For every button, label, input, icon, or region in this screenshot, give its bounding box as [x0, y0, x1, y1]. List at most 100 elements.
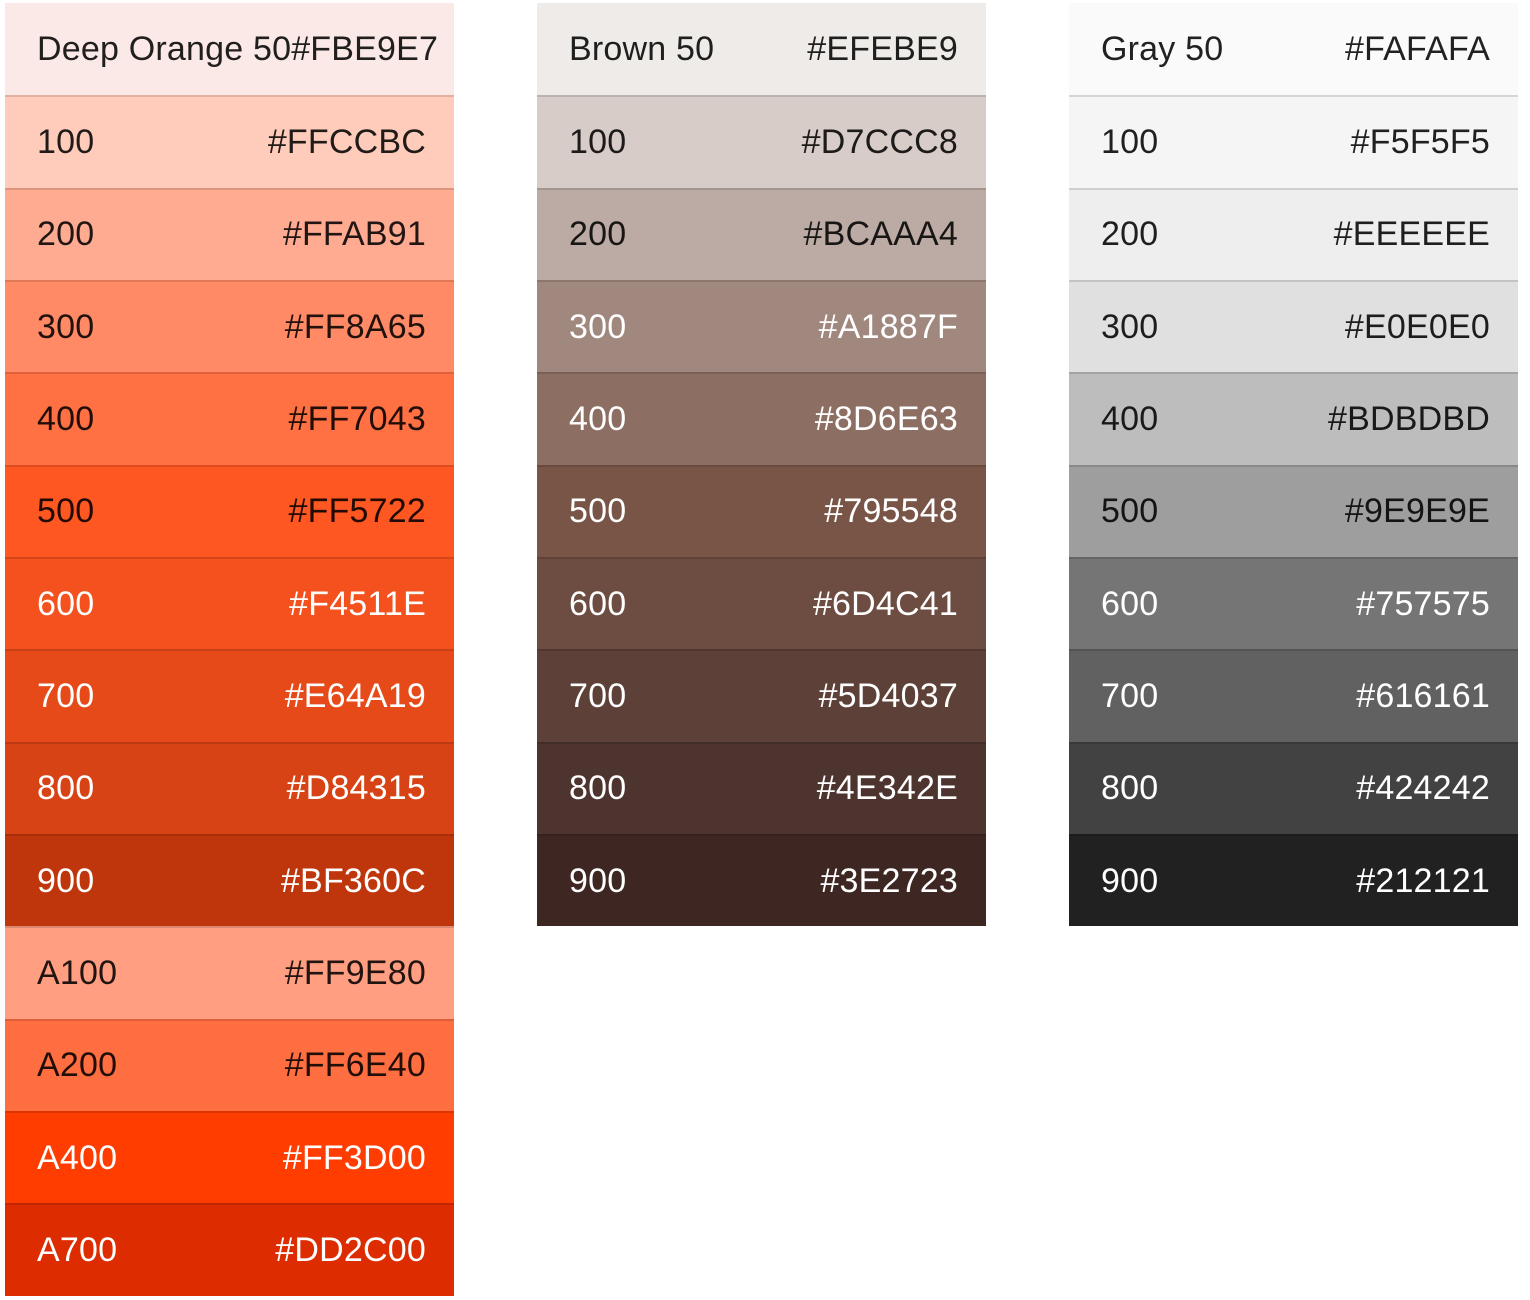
swatch-gray-900[interactable]: 900 #212121 — [1069, 834, 1518, 927]
swatch-deep-orange-900[interactable]: 900 #BF360C — [5, 834, 454, 927]
swatch-brown-700[interactable]: 700 #5D4037 — [537, 649, 986, 742]
swatch-hex-value: #424242 — [1356, 769, 1490, 808]
swatch-hex-value: #616161 — [1356, 677, 1490, 716]
swatch-hex-value: #4E342E — [816, 769, 958, 808]
swatch-label: Deep Orange 50 — [37, 29, 292, 68]
swatch-label: 300 — [569, 307, 627, 346]
swatch-label: 800 — [569, 769, 627, 808]
swatch-deep-orange-700[interactable]: 700 #E64A19 — [5, 649, 454, 742]
swatch-label: 900 — [569, 861, 627, 900]
swatch-brown-300[interactable]: 300 #A1887F — [537, 280, 986, 373]
swatch-hex-value: #BF360C — [280, 861, 426, 900]
swatch-brown-800[interactable]: 800 #4E342E — [537, 741, 986, 835]
swatch-label: 400 — [569, 400, 627, 439]
swatch-deep-orange-100[interactable]: 100 #FFCCBC — [5, 95, 454, 188]
swatch-label: 100 — [37, 123, 95, 162]
swatch-label: A100 — [37, 954, 118, 993]
swatch-brown-500[interactable]: 500 #795548 — [537, 464, 986, 558]
swatch-label: Brown 50 — [569, 29, 715, 68]
swatch-gray-800[interactable]: 800 #424242 — [1069, 741, 1518, 835]
swatch-deep-orange-a200[interactable]: A200 #FF6E40 — [5, 1018, 454, 1112]
swatch-label: 900 — [1101, 861, 1159, 900]
swatch-label: 400 — [1101, 400, 1159, 439]
swatch-label: 700 — [569, 677, 627, 716]
swatch-hex-value: #FF3D00 — [282, 1138, 426, 1177]
swatch-hex-value: #EFEBE9 — [807, 29, 958, 68]
swatch-hex-value: #BCAAA4 — [803, 215, 958, 254]
swatch-label: 500 — [37, 492, 95, 531]
swatch-hex-value: #212121 — [1356, 861, 1490, 900]
swatch-deep-orange-a400[interactable]: A400 #FF3D00 — [5, 1111, 454, 1204]
swatch-hex-value: #D7CCC8 — [801, 123, 958, 162]
swatch-hex-value: #757575 — [1356, 584, 1490, 623]
swatch-gray-500[interactable]: 500 #9E9E9E — [1069, 464, 1518, 558]
swatch-hex-value: #FAFAFA — [1344, 29, 1490, 68]
swatch-label: A700 — [37, 1231, 118, 1270]
swatch-hex-value: #A1887F — [818, 307, 958, 346]
swatch-deep-orange-500[interactable]: 500 #FF5722 — [5, 464, 454, 558]
swatch-hex-value: #8D6E63 — [814, 400, 958, 439]
swatch-brown-400[interactable]: 400 #8D6E63 — [537, 372, 986, 465]
swatch-label: A200 — [37, 1046, 118, 1085]
swatch-brown-100[interactable]: 100 #D7CCC8 — [537, 95, 986, 188]
swatch-hex-value: #FBE9E7 — [291, 29, 439, 68]
swatch-deep-orange-a700[interactable]: A700 #DD2C00 — [5, 1203, 454, 1296]
swatch-gray-400[interactable]: 400 #BDBDBD — [1069, 372, 1518, 465]
swatch-label: 700 — [37, 677, 95, 716]
swatch-deep-orange-a100[interactable]: A100 #FF9E80 — [5, 926, 454, 1019]
swatch-label: 200 — [569, 215, 627, 254]
palette-column-brown: Brown 50 #EFEBE9 100 #D7CCC8 200 #BCAAA4 300 #A… — [537, 3, 986, 927]
swatch-label: 200 — [37, 215, 95, 254]
swatch-hex-value: #E0E0E0 — [1344, 307, 1490, 346]
swatch-brown-200[interactable]: 200 #BCAAA4 — [537, 187, 986, 281]
swatch-label: A400 — [37, 1138, 118, 1177]
swatch-deep-orange-800[interactable]: 800 #D84315 — [5, 741, 454, 835]
swatch-hex-value: #FFAB91 — [282, 215, 426, 254]
swatch-deep-orange-400[interactable]: 400 #FF7043 — [5, 372, 454, 465]
swatch-hex-value: #5D4037 — [818, 677, 958, 716]
swatch-hex-value: #FF9E80 — [284, 954, 426, 993]
palette-column-gray: Gray 50 #FAFAFA 100 #F5F5F5 200 #EEEEEE 300 #E0… — [1069, 3, 1518, 927]
swatch-deep-orange-600[interactable]: 600 #F4511E — [5, 557, 454, 650]
swatch-deep-orange-200[interactable]: 200 #FFAB91 — [5, 187, 454, 281]
swatch-gray-50[interactable]: Gray 50 #FAFAFA — [1069, 3, 1518, 96]
swatch-label: 700 — [1101, 677, 1159, 716]
swatch-hex-value: #DD2C00 — [275, 1231, 426, 1270]
swatch-label: 900 — [37, 861, 95, 900]
swatch-hex-value: #FF7043 — [288, 400, 426, 439]
swatch-hex-value: #E64A19 — [284, 677, 426, 716]
swatch-hex-value: #FF8A65 — [284, 307, 426, 346]
swatch-label: 800 — [1101, 769, 1159, 808]
swatch-label: 500 — [1101, 492, 1159, 531]
swatch-label: Gray 50 — [1101, 29, 1224, 68]
swatch-hex-value: #795548 — [824, 492, 958, 531]
swatch-deep-orange-50[interactable]: Deep Orange 50 #FBE9E7 — [5, 3, 454, 96]
swatch-label: 600 — [1101, 584, 1159, 623]
swatch-label: 800 — [37, 769, 95, 808]
swatch-gray-100[interactable]: 100 #F5F5F5 — [1069, 95, 1518, 188]
swatch-brown-900[interactable]: 900 #3E2723 — [537, 834, 986, 927]
swatch-label: 600 — [37, 584, 95, 623]
swatch-label: 600 — [569, 584, 627, 623]
swatch-hex-value: #FF6E40 — [284, 1046, 426, 1085]
palette-column-deep-orange: Deep Orange 50 #FBE9E7 100 #FFCCBC 200 #FFAB9… — [5, 3, 454, 1296]
swatch-hex-value: #3E2723 — [820, 861, 958, 900]
swatch-label: 100 — [1101, 123, 1159, 162]
swatch-gray-600[interactable]: 600 #757575 — [1069, 557, 1518, 650]
swatch-gray-300[interactable]: 300 #E0E0E0 — [1069, 280, 1518, 373]
swatch-hex-value: #FF5722 — [288, 492, 426, 531]
swatch-hex-value: #9E9E9E — [1344, 492, 1490, 531]
swatch-hex-value: #EEEEEE — [1333, 215, 1490, 254]
swatch-hex-value: #F5F5F5 — [1350, 123, 1490, 162]
swatch-brown-600[interactable]: 600 #6D4C41 — [537, 557, 986, 650]
swatch-hex-value: #D84315 — [286, 769, 426, 808]
swatch-brown-50[interactable]: Brown 50 #EFEBE9 — [537, 3, 986, 96]
swatch-label: 200 — [1101, 215, 1159, 254]
swatch-deep-orange-300[interactable]: 300 #FF8A65 — [5, 280, 454, 373]
swatch-hex-value: #6D4C41 — [812, 584, 958, 623]
swatch-label: 300 — [37, 307, 95, 346]
swatch-gray-200[interactable]: 200 #EEEEEE — [1069, 187, 1518, 281]
swatch-label: 100 — [569, 123, 627, 162]
swatch-gray-700[interactable]: 700 #616161 — [1069, 649, 1518, 742]
